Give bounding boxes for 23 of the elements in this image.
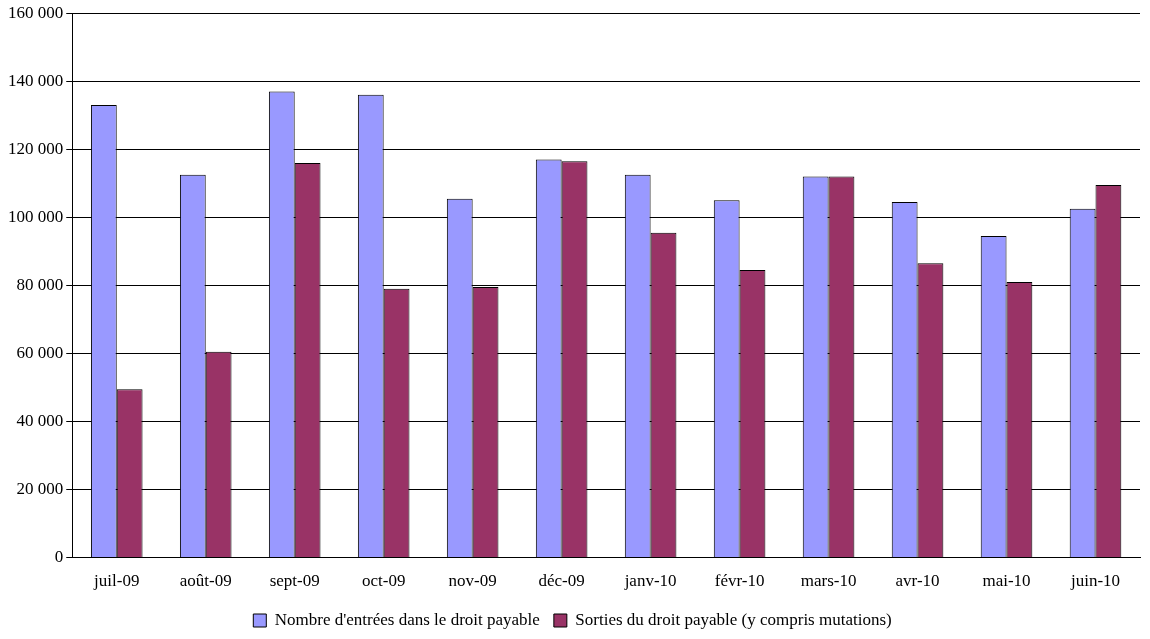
y-tick-label: 100 000 (8, 206, 64, 226)
y-tick-label: 40 000 (16, 410, 64, 430)
y-tick-label: 160 000 (8, 2, 64, 22)
x-tick-label: sept-09 (269, 571, 320, 591)
x-tick-label: nov-09 (448, 571, 497, 591)
y-tick-label: 0 (54, 547, 64, 567)
y-tick-label: 120 000 (8, 138, 64, 158)
x-tick-label: janv-10 (623, 571, 677, 591)
x-tick-label: déc-09 (538, 571, 585, 591)
legend-label: Sorties du droit payable (y compris mutations) (575, 609, 892, 629)
y-tick-label: 20 000 (16, 479, 64, 499)
y-tick-label: 60 000 (16, 342, 64, 362)
y-tick-label: 80 000 (16, 274, 64, 294)
x-tick-label: mai-10 (982, 571, 1031, 591)
x-tick-label: oct-09 (361, 571, 406, 591)
y-tick-label: 140 000 (8, 70, 64, 90)
x-tick-label: juil-09 (93, 571, 140, 591)
x-tick-label: août-09 (179, 571, 232, 591)
legend-label: Nombre d'entrées dans le droit payable (274, 609, 540, 629)
x-tick-label: févr-10 (714, 571, 765, 591)
x-tick-label: avr-10 (895, 571, 940, 591)
x-tick-label: juin-10 (1069, 571, 1121, 591)
x-tick-label: mars-10 (800, 571, 857, 591)
